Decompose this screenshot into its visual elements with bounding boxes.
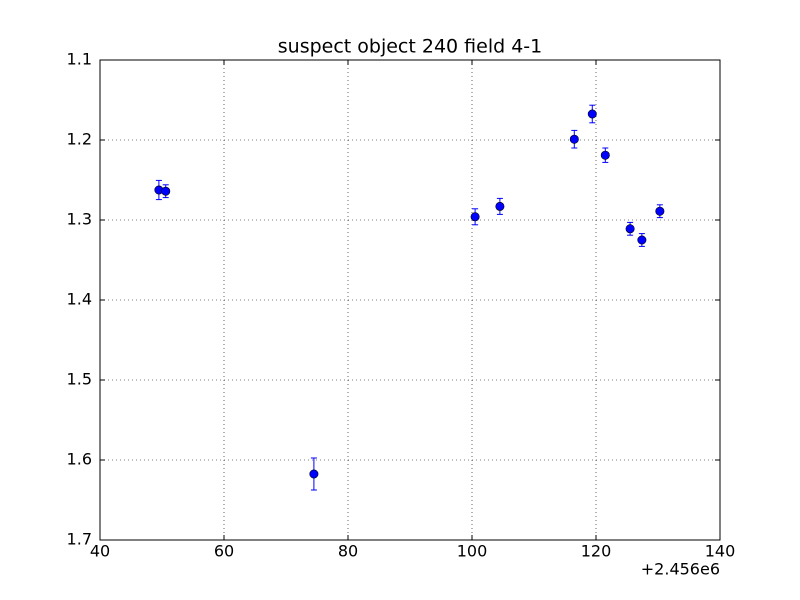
- x-tick-label: 100: [457, 542, 488, 561]
- x-tick-label: 60: [214, 542, 234, 561]
- point: [309, 469, 319, 479]
- y-tick-label: 1.7: [67, 530, 92, 549]
- point: [569, 134, 579, 144]
- point: [625, 224, 635, 234]
- plot-frame: [99, 59, 721, 541]
- y-tick-label: 1.5: [67, 370, 92, 389]
- x-offset-label: +2.456e6: [641, 560, 720, 579]
- point: [495, 201, 505, 211]
- y-tick-label: 1.6: [67, 450, 92, 469]
- point: [655, 206, 665, 216]
- point: [600, 150, 610, 160]
- chart-title: suspect object 240 field 4-1: [278, 36, 543, 58]
- y-tick-label: 1.1: [67, 50, 92, 69]
- x-tick-label: 120: [581, 542, 612, 561]
- point: [637, 235, 647, 245]
- point: [470, 212, 480, 222]
- point: [587, 109, 597, 119]
- point: [161, 186, 171, 196]
- x-tick-label: 40: [90, 542, 110, 561]
- x-tick-label: 140: [705, 542, 736, 561]
- x-tick-label: 80: [338, 542, 358, 561]
- y-tick-label: 1.2: [67, 130, 92, 149]
- y-tick-label: 1.4: [67, 290, 92, 309]
- y-tick-label: 1.3: [67, 210, 92, 229]
